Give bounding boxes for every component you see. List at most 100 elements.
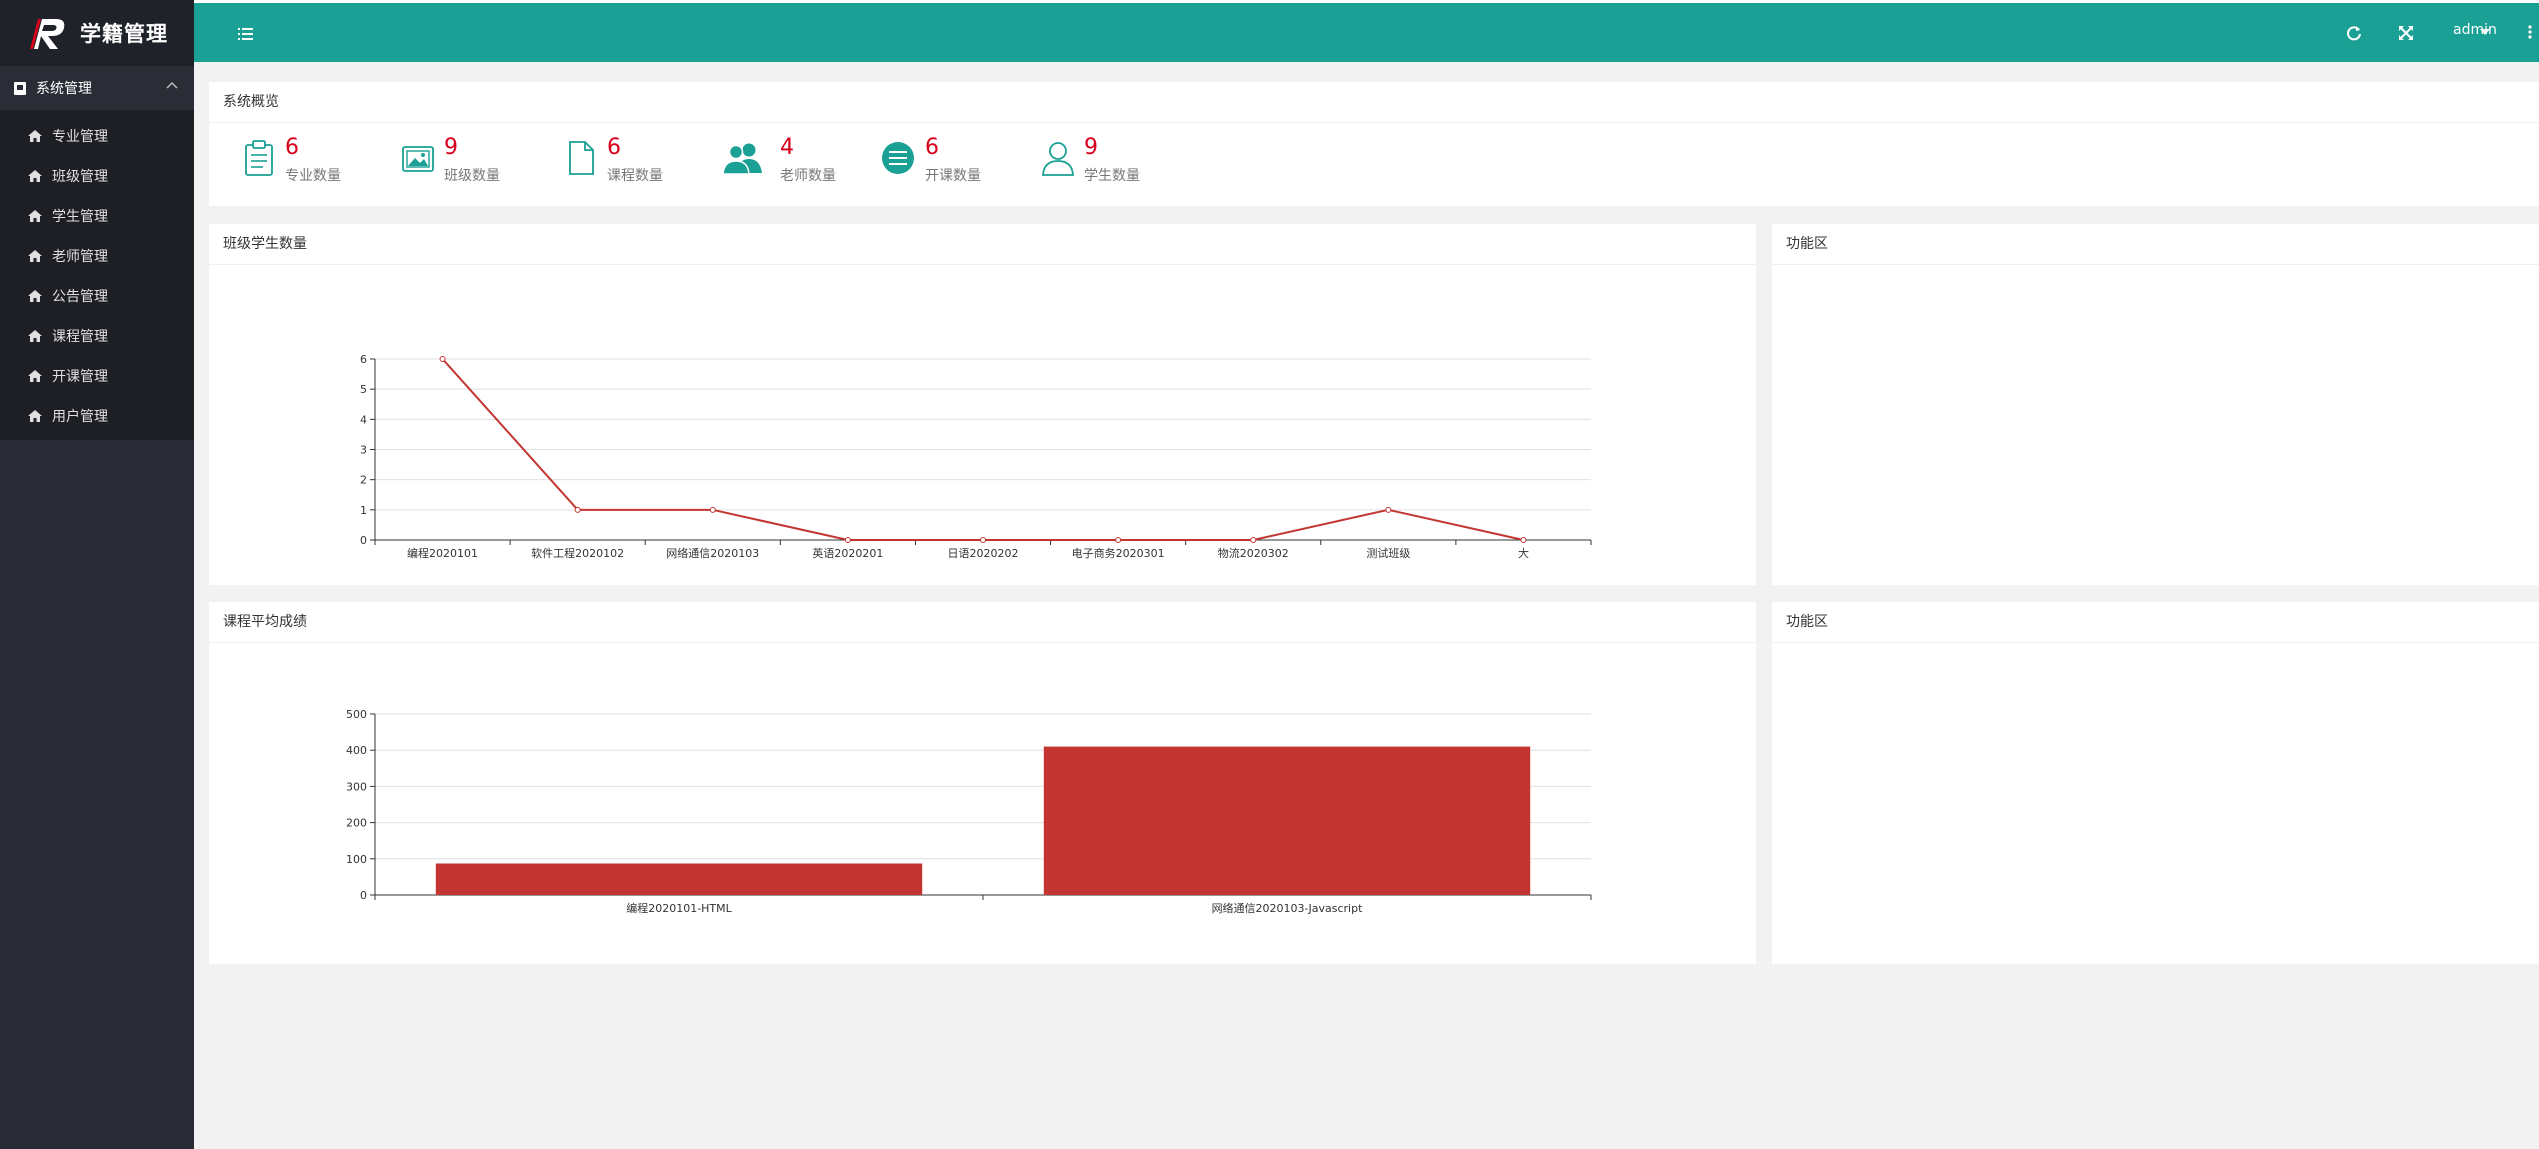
course-average-card: 课程平均成绩 0 100 200 300 400 500 编程2020101-HTML 网络通… xyxy=(209,602,1756,964)
data-point xyxy=(1385,506,1392,513)
stat-value: 9 xyxy=(1084,135,1098,160)
data-point xyxy=(1250,537,1257,543)
home-icon xyxy=(28,130,42,142)
sidebar-item-student[interactable]: 学生管理 xyxy=(0,196,194,236)
y-tick-label: 100 xyxy=(346,853,367,866)
stat-value: 6 xyxy=(607,135,621,160)
class-students-title: 班级学生数量 xyxy=(209,224,1756,265)
list-circle-icon xyxy=(882,142,914,174)
stat-label: 课程数量 xyxy=(607,168,663,184)
sidebar-item-label: 课程管理 xyxy=(52,329,108,345)
y-tick-label: 2 xyxy=(360,474,367,487)
y-tick-label: 0 xyxy=(360,534,367,547)
home-icon xyxy=(28,370,42,382)
data-point xyxy=(1520,537,1527,543)
stat-label: 专业数量 xyxy=(285,168,341,184)
clipboard-icon xyxy=(245,140,273,176)
sidebar-item-label: 班级管理 xyxy=(52,169,108,185)
user-menu[interactable]: admin xyxy=(2453,22,2497,38)
course-average-title: 课程平均成绩 xyxy=(209,602,1756,643)
class-students-card: 班级学生数量 0 1 2 3 4 5 6 编程2020101 软件工程2020102 网络通信20… xyxy=(209,224,1756,585)
stat-label: 班级数量 xyxy=(444,168,500,184)
sidebar-item-major[interactable]: 专业管理 xyxy=(0,116,194,156)
x-tick-label: 网络通信2020103 xyxy=(666,546,759,560)
sidebar-item-notice[interactable]: 公告管理 xyxy=(0,276,194,316)
data-point xyxy=(844,537,851,543)
sidebar-item-label: 老师管理 xyxy=(52,249,108,265)
home-icon xyxy=(28,170,42,182)
course-average-bar-chart: 0 100 200 300 400 500 编程2020101-HTML 网络通信202010… xyxy=(346,708,1592,915)
stat-value: 4 xyxy=(780,135,794,160)
function-area-title: 功能区 xyxy=(1772,602,2539,643)
home-icon xyxy=(28,250,42,262)
bookmark-icon xyxy=(14,81,26,95)
sidebar-item-class[interactable]: 班级管理 xyxy=(0,156,194,196)
overview-card: 系统概览 xyxy=(209,82,2539,206)
home-icon xyxy=(28,290,42,302)
data-point xyxy=(439,356,446,362)
sidebar-item-course[interactable]: 课程管理 xyxy=(0,316,194,356)
stat-label: 开课数量 xyxy=(925,168,981,184)
y-tick-label: 1 xyxy=(360,504,367,517)
y-tick-label: 5 xyxy=(360,383,367,396)
nav-group-label: 系统管理 xyxy=(36,81,92,97)
sidebar-item-user[interactable]: 用户管理 xyxy=(0,396,194,436)
menu-toggle-icon[interactable] xyxy=(236,25,254,43)
x-tick-label: 编程2020101-HTML xyxy=(626,901,732,915)
x-tick-label: 大 xyxy=(1518,546,1529,560)
bar xyxy=(435,863,923,895)
bar xyxy=(1043,746,1531,895)
home-icon xyxy=(28,410,42,422)
sidebar-item-label: 学生管理 xyxy=(52,209,108,225)
home-icon xyxy=(28,210,42,222)
sidebar-item-teacher[interactable]: 老师管理 xyxy=(0,236,194,276)
users-icon xyxy=(722,143,762,175)
y-tick-label: 300 xyxy=(346,780,367,793)
caret-down-icon[interactable] xyxy=(2480,29,2490,35)
top-header xyxy=(194,0,2539,62)
stat-value: 6 xyxy=(285,135,299,160)
x-tick-label: 英语2020201 xyxy=(812,546,883,560)
x-tick-label: 网络通信2020103-Javascript xyxy=(1212,901,1364,915)
y-tick-label: 500 xyxy=(346,708,367,721)
x-tick-label: 电子商务2020301 xyxy=(1072,546,1165,560)
fullscreen-icon[interactable] xyxy=(2397,24,2415,42)
overview-title: 系统概览 xyxy=(209,82,2539,123)
more-vertical-icon[interactable] xyxy=(2527,24,2533,40)
y-tick-label: 400 xyxy=(346,744,367,757)
data-point xyxy=(1115,537,1122,543)
stat-label: 学生数量 xyxy=(1084,168,1140,184)
stat-label: 老师数量 xyxy=(780,168,836,184)
data-point xyxy=(574,506,581,513)
x-tick-label: 测试班级 xyxy=(1366,547,1410,560)
function-area-card-1: 功能区 xyxy=(1772,224,2539,585)
nav-submenu: 专业管理 班级管理 学生管理 老师管理 公告管理 课程管理 开课管理 用户管理 xyxy=(0,110,194,440)
y-tick-label: 4 xyxy=(360,413,367,426)
x-tick-label: 日语2020202 xyxy=(948,547,1019,560)
y-tick-label: 0 xyxy=(360,889,367,902)
x-tick-label: 编程2020101 xyxy=(407,546,478,560)
sidebar-item-label: 开课管理 xyxy=(52,369,108,385)
sidebar-item-label: 公告管理 xyxy=(52,289,108,305)
refresh-icon[interactable] xyxy=(2345,24,2363,42)
data-point xyxy=(980,537,986,543)
x-tick-label: 软件工程2020102 xyxy=(531,546,624,560)
sidebar-item-offering[interactable]: 开课管理 xyxy=(0,356,194,396)
file-icon xyxy=(569,141,594,175)
y-tick-label: 200 xyxy=(346,817,367,830)
app-title: 学籍管理 xyxy=(80,22,168,46)
user-icon xyxy=(1042,142,1074,176)
chevron-up-icon[interactable] xyxy=(166,81,178,89)
y-tick-label: 6 xyxy=(360,353,367,366)
home-icon xyxy=(28,330,42,342)
nav-group-system[interactable]: 系统管理 xyxy=(0,66,194,110)
image-icon xyxy=(402,146,434,172)
y-tick-label: 3 xyxy=(360,444,367,457)
function-area-title: 功能区 xyxy=(1772,224,2539,265)
data-point xyxy=(709,506,716,513)
sidebar-item-label: 专业管理 xyxy=(52,129,108,145)
stat-value: 9 xyxy=(444,135,458,160)
stat-value: 6 xyxy=(925,135,939,160)
logo[interactable]: 学籍管理 xyxy=(0,0,194,66)
function-area-card-2: 功能区 xyxy=(1772,602,2539,964)
